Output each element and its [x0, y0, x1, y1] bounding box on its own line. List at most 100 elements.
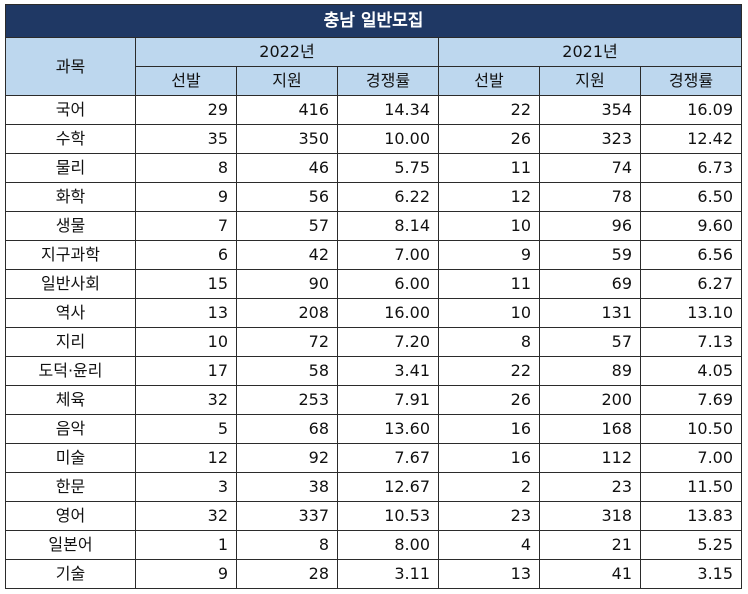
ratio-cell-2022: 10.00 [337, 124, 439, 154]
ratio-cell-2022: 10.53 [337, 501, 439, 531]
table-row: 체육 32 253 7.91 26 200 7.69 [5, 385, 743, 415]
ratio-cell-2022: 6.22 [337, 182, 439, 212]
col-header-applicants-2021: 지원 [539, 66, 641, 96]
subject-header: 과목 [5, 37, 136, 96]
subject-cell: 도덕·윤리 [5, 356, 136, 386]
applicants-cell-2022: 350 [236, 124, 338, 154]
applicants-cell-2022: 28 [236, 559, 338, 589]
applicants-cell-2021: 354 [539, 95, 641, 125]
subject-cell: 음악 [5, 414, 136, 444]
subject-cell: 수학 [5, 124, 136, 154]
selected-cell-2021: 8 [438, 327, 540, 357]
selected-cell-2022: 17 [135, 356, 237, 386]
selected-cell-2021: 10 [438, 298, 540, 328]
selected-cell-2022: 32 [135, 385, 237, 415]
subject-cell: 영어 [5, 501, 136, 531]
applicants-cell-2021: 131 [539, 298, 641, 328]
table-row: 한문 3 38 12.67 2 23 11.50 [5, 472, 743, 502]
subject-cell: 미술 [5, 443, 136, 473]
selected-cell-2022: 15 [135, 269, 237, 299]
selected-cell-2022: 9 [135, 559, 237, 589]
subject-cell: 체육 [5, 385, 136, 415]
table-row: 기술 9 28 3.11 13 41 3.15 [5, 559, 743, 589]
ratio-cell-2022: 8.14 [337, 211, 439, 241]
table-row: 생물 7 57 8.14 10 96 9.60 [5, 211, 743, 241]
ratio-cell-2022: 8.00 [337, 530, 439, 560]
applicants-cell-2021: 41 [539, 559, 641, 589]
ratio-cell-2021: 3.15 [639, 559, 743, 589]
subject-cell: 일반사회 [5, 269, 136, 299]
applicants-cell-2021: 74 [539, 153, 641, 183]
selected-cell-2021: 26 [438, 385, 540, 415]
subject-cell: 한문 [5, 472, 136, 502]
selected-cell-2021: 16 [438, 443, 540, 473]
selected-cell-2022: 29 [135, 95, 237, 125]
ratio-cell-2021: 7.00 [639, 443, 743, 473]
subject-cell: 지구과학 [5, 240, 136, 270]
table-row: 국어 29 416 14.34 22 354 16.09 [5, 95, 743, 125]
subject-cell: 화학 [5, 182, 136, 212]
year-header-2021: 2021년 [437, 37, 743, 67]
applicants-cell-2022: 38 [236, 472, 338, 502]
subject-cell: 국어 [5, 95, 136, 125]
ratio-cell-2021: 11.50 [639, 472, 743, 502]
applicants-cell-2021: 89 [539, 356, 641, 386]
subject-cell: 지리 [5, 327, 136, 357]
selected-cell-2021: 13 [438, 559, 540, 589]
col-header-applicants-2022: 지원 [236, 66, 338, 96]
table-row: 지구과학 6 42 7.00 9 59 6.56 [5, 240, 743, 270]
applicants-cell-2021: 112 [539, 443, 641, 473]
selected-cell-2022: 13 [135, 298, 237, 328]
col-header-ratio-2021: 경쟁률 [639, 66, 743, 96]
ratio-cell-2022: 7.00 [337, 240, 439, 270]
year-header-2022: 2022년 [135, 37, 439, 67]
applicants-cell-2021: 23 [539, 472, 641, 502]
table-title: 충남 일반모집 [4, 4, 743, 38]
applicants-cell-2021: 78 [539, 182, 641, 212]
applicants-cell-2021: 57 [539, 327, 641, 357]
table-row: 일본어 1 8 8.00 4 21 5.25 [5, 530, 743, 560]
applicants-cell-2021: 200 [539, 385, 641, 415]
selected-cell-2022: 12 [135, 443, 237, 473]
recruitment-table-container: 충남 일반모집 과목 2022년 2021년 선발 지원 경쟁률 선발 지원 경… [4, 4, 743, 589]
ratio-cell-2021: 10.50 [639, 414, 743, 444]
table-row: 물리 8 46 5.75 11 74 6.73 [5, 153, 743, 183]
applicants-cell-2022: 58 [236, 356, 338, 386]
col-header-selected-2021: 선발 [438, 66, 540, 96]
selected-cell-2021: 4 [438, 530, 540, 560]
selected-cell-2021: 11 [438, 269, 540, 299]
table-row: 화학 9 56 6.22 12 78 6.50 [5, 182, 743, 212]
applicants-cell-2022: 57 [236, 211, 338, 241]
ratio-cell-2022: 3.11 [337, 559, 439, 589]
col-header-ratio-2022: 경쟁률 [337, 66, 439, 96]
selected-cell-2022: 10 [135, 327, 237, 357]
ratio-cell-2022: 14.34 [337, 95, 439, 125]
selected-cell-2021: 9 [438, 240, 540, 270]
table-row: 미술 12 92 7.67 16 112 7.00 [5, 443, 743, 473]
table-row: 영어 32 337 10.53 23 318 13.83 [5, 501, 743, 531]
ratio-cell-2022: 7.67 [337, 443, 439, 473]
subject-cell: 물리 [5, 153, 136, 183]
ratio-cell-2021: 13.83 [639, 501, 743, 531]
ratio-cell-2021: 7.13 [639, 327, 743, 357]
selected-cell-2021: 11 [438, 153, 540, 183]
applicants-cell-2022: 72 [236, 327, 338, 357]
ratio-cell-2021: 6.50 [639, 182, 743, 212]
ratio-cell-2022: 7.20 [337, 327, 439, 357]
subject-cell: 일본어 [5, 530, 136, 560]
col-header-selected-2022: 선발 [135, 66, 237, 96]
selected-cell-2022: 8 [135, 153, 237, 183]
selected-cell-2021: 10 [438, 211, 540, 241]
applicants-cell-2022: 56 [236, 182, 338, 212]
selected-cell-2021: 22 [438, 356, 540, 386]
ratio-cell-2021: 12.42 [639, 124, 743, 154]
subject-cell: 생물 [5, 211, 136, 241]
applicants-cell-2022: 416 [236, 95, 338, 125]
selected-cell-2022: 3 [135, 472, 237, 502]
applicants-cell-2022: 90 [236, 269, 338, 299]
applicants-cell-2022: 46 [236, 153, 338, 183]
applicants-cell-2022: 68 [236, 414, 338, 444]
ratio-cell-2022: 7.91 [337, 385, 439, 415]
applicants-cell-2021: 96 [539, 211, 641, 241]
table-row: 일반사회 15 90 6.00 11 69 6.27 [5, 269, 743, 299]
